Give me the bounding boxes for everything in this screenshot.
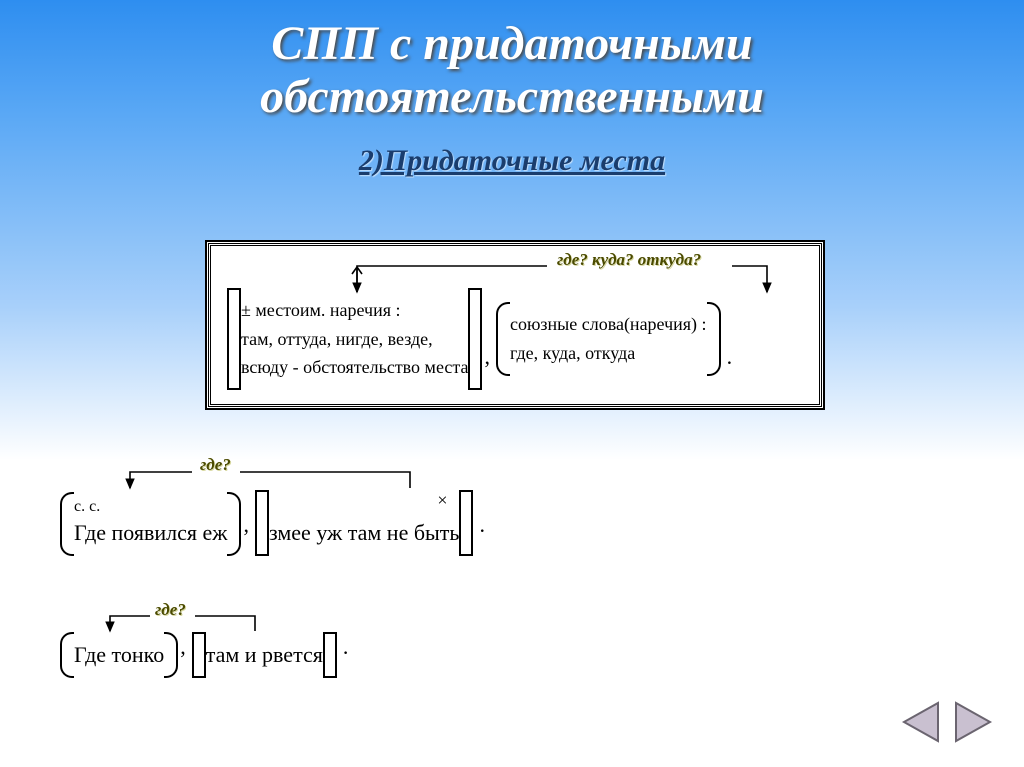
ex2-separator: , [178, 634, 192, 660]
ex1-terminator: . [473, 512, 485, 538]
ex2-clause-2: там и рвется [192, 632, 337, 678]
ex2-question-label: где? [155, 600, 186, 620]
ex1-clause-1: с. с. Где появился еж [60, 492, 241, 555]
ex2-terminator: . [337, 634, 349, 660]
ex2-clause-1: Где тонко [60, 632, 178, 678]
schema-terminator: . [721, 344, 733, 370]
ex1-annotation-left: с. с. [74, 496, 227, 518]
ex1-separator: , [241, 512, 255, 538]
nav-controls [898, 699, 996, 745]
prev-slide-button[interactable] [898, 699, 944, 745]
slide-subtitle: 2)Придаточные места [0, 144, 1024, 178]
schema-right-line2: где, куда, откуда [510, 339, 707, 368]
ex1-annotation-right: × [437, 488, 447, 512]
title-line2: обстоятельственными [260, 70, 764, 123]
ex1-clause-2: × змее уж там не быть [255, 490, 473, 556]
example-1: с. с. Где появился еж , × змее уж там не… [60, 490, 485, 556]
schema-box: где? куда? откуда? ± местоим. наречия : … [205, 240, 825, 410]
ex1-clause-1-text: Где появился еж [74, 518, 227, 548]
ex2-clause-2-text: там и рвется [206, 640, 323, 670]
schema-separator: , [482, 344, 496, 370]
schema-question-label: где? куда? откуда? [557, 250, 701, 270]
next-slide-button[interactable] [950, 699, 996, 745]
schema-right-clause: союзные слова(наречия) : где, куда, отку… [496, 302, 721, 376]
schema-left-line2: там, оттуда, нигде, везде, [241, 325, 468, 354]
example-2: Где тонко , там и рвется . [60, 632, 348, 678]
ex2-clause-1-text: Где тонко [74, 640, 164, 670]
schema-left-clause: ± местоим. наречия : там, оттуда, нигде,… [227, 288, 482, 390]
schema-left-line1: ± местоим. наречия : [241, 296, 468, 325]
schema-left-line3: всюду - обстоятельство места [241, 353, 468, 382]
ex1-arrow [80, 462, 440, 492]
title-line1: СПП с придаточными [271, 17, 752, 70]
ex1-question-label: где? [200, 455, 231, 475]
ex1-clause-2-text: змее уж там не быть [269, 518, 459, 548]
slide-title: СПП с придаточными обстоятельственными [0, 0, 1024, 124]
schema-right-line1: союзные слова(наречия) : [510, 310, 707, 339]
